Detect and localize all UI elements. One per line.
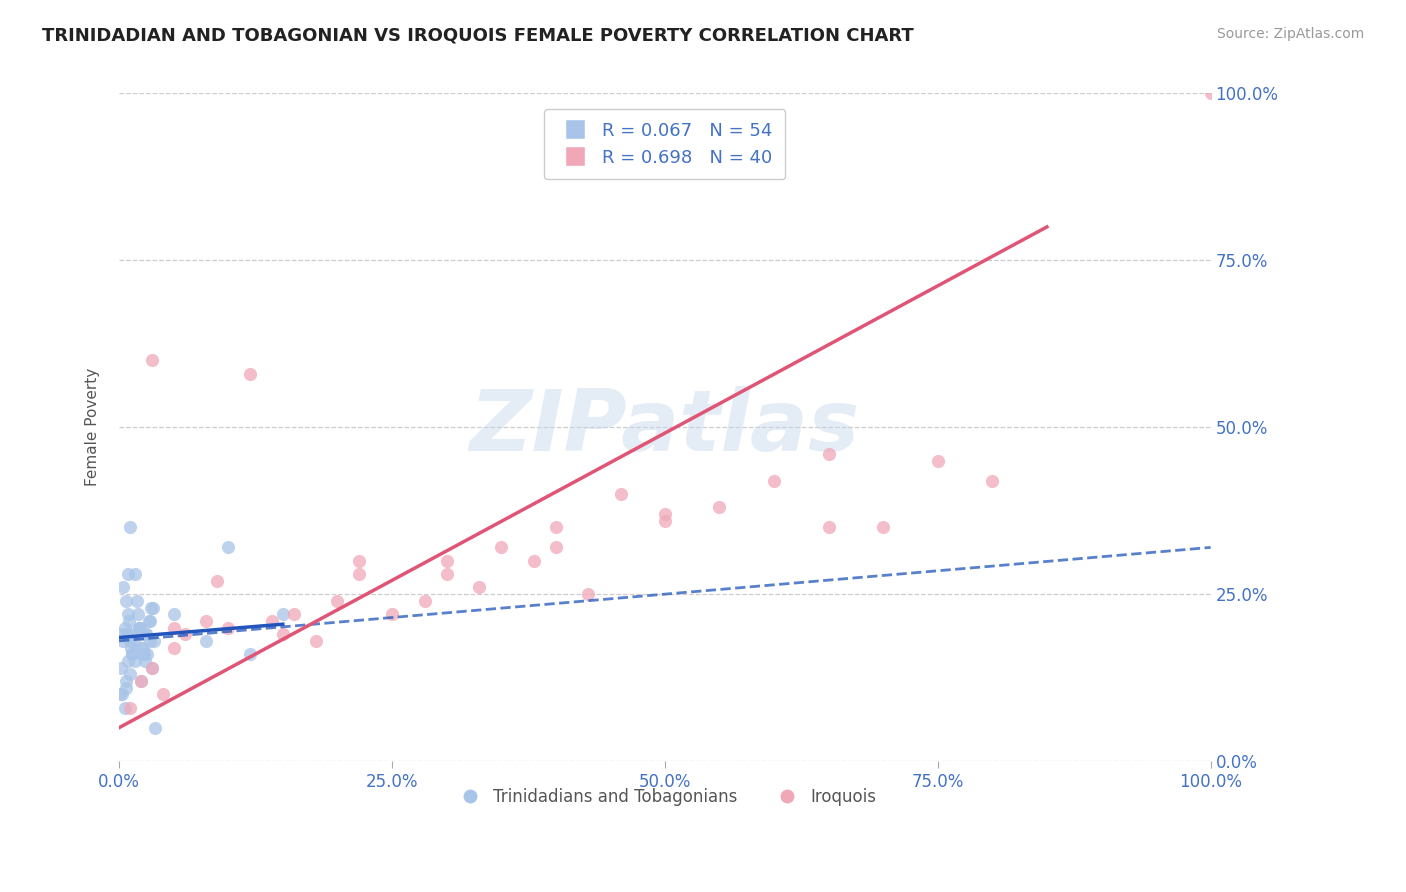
Point	[544, 520, 567, 534]
Point	[125, 594, 148, 608]
Point	[817, 447, 839, 461]
Y-axis label: Female Poverty: Female Poverty	[86, 368, 100, 486]
Point	[195, 614, 218, 628]
Point	[129, 673, 152, 688]
Point	[817, 520, 839, 534]
Point	[118, 700, 141, 714]
Point	[114, 621, 136, 635]
Point	[117, 567, 139, 582]
Point	[114, 673, 136, 688]
Point	[173, 627, 195, 641]
Point	[114, 594, 136, 608]
Point	[283, 607, 305, 622]
Text: TRINIDADIAN AND TOBAGONIAN VS IROQUOIS FEMALE POVERTY CORRELATION CHART: TRINIDADIAN AND TOBAGONIAN VS IROQUOIS F…	[42, 27, 914, 45]
Point	[120, 640, 142, 655]
Point	[121, 647, 143, 661]
Point	[129, 673, 152, 688]
Text: Source: ZipAtlas.com: Source: ZipAtlas.com	[1216, 27, 1364, 41]
Point	[110, 660, 132, 674]
Point	[195, 633, 218, 648]
Point	[217, 541, 239, 555]
Point	[654, 514, 676, 528]
Point	[138, 614, 160, 628]
Point	[108, 687, 131, 701]
Point	[141, 660, 163, 674]
Point	[436, 554, 458, 568]
Point	[124, 633, 146, 648]
Point	[134, 654, 156, 668]
Point	[260, 614, 283, 628]
Point	[654, 507, 676, 521]
Point	[128, 621, 150, 635]
Point	[128, 621, 150, 635]
Point	[131, 627, 153, 641]
Point	[135, 627, 157, 641]
Point	[115, 627, 138, 641]
Point	[118, 520, 141, 534]
Point	[142, 600, 165, 615]
Point	[143, 721, 166, 735]
Point	[1199, 87, 1222, 101]
Point	[872, 520, 894, 534]
Point	[271, 607, 294, 622]
Point	[127, 607, 149, 622]
Point	[347, 554, 370, 568]
Point	[143, 633, 166, 648]
Point	[135, 627, 157, 641]
Point	[138, 633, 160, 648]
Point	[217, 621, 239, 635]
Point	[523, 554, 546, 568]
Point	[162, 621, 184, 635]
Point	[763, 474, 786, 488]
Point	[132, 640, 155, 655]
Point	[139, 600, 162, 615]
Point	[134, 647, 156, 661]
Point	[381, 607, 404, 622]
Point	[162, 607, 184, 622]
Point	[981, 474, 1004, 488]
Point	[128, 621, 150, 635]
Point	[122, 627, 145, 641]
Point	[118, 614, 141, 628]
Point	[709, 500, 731, 515]
Point	[304, 633, 326, 648]
Point	[111, 627, 134, 641]
Point	[118, 633, 141, 648]
Point	[114, 681, 136, 695]
Point	[413, 594, 436, 608]
Point	[118, 667, 141, 681]
Point	[152, 687, 174, 701]
Point	[112, 581, 135, 595]
Point	[117, 607, 139, 622]
Point	[136, 647, 159, 661]
Point	[141, 353, 163, 368]
Point	[468, 581, 491, 595]
Point	[578, 587, 600, 601]
Point	[141, 660, 163, 674]
Point	[489, 541, 512, 555]
Point	[162, 640, 184, 655]
Point	[239, 647, 262, 661]
Point	[124, 654, 146, 668]
Point	[436, 567, 458, 582]
Point	[347, 567, 370, 582]
Point	[129, 640, 152, 655]
Point	[271, 627, 294, 641]
Point	[610, 487, 633, 501]
Point	[114, 700, 136, 714]
Point	[124, 567, 146, 582]
Point	[544, 541, 567, 555]
Point	[207, 574, 229, 588]
Text: ZIPatlas: ZIPatlas	[470, 385, 860, 468]
Point	[111, 687, 134, 701]
Point	[117, 654, 139, 668]
Point	[239, 367, 262, 381]
Point	[132, 647, 155, 661]
Point	[138, 614, 160, 628]
Point	[927, 453, 949, 467]
Point	[112, 633, 135, 648]
Point	[121, 647, 143, 661]
Point	[326, 594, 349, 608]
Legend: Trinidadians and Tobagonians, Iroquois: Trinidadians and Tobagonians, Iroquois	[446, 781, 883, 813]
